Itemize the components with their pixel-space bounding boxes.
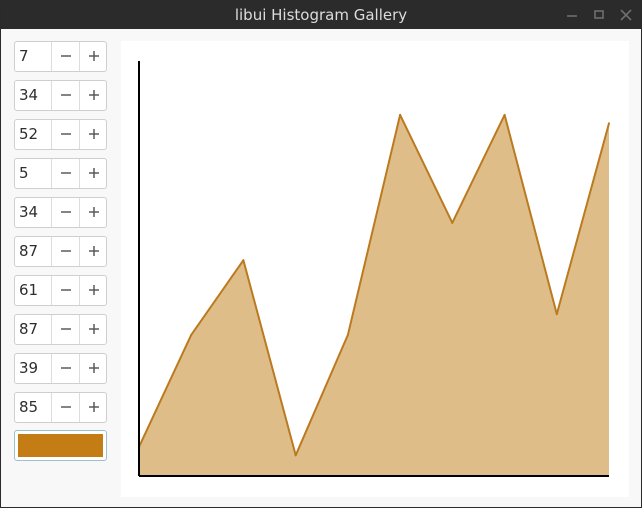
spinbox-value[interactable]: 34 <box>15 198 51 227</box>
minus-icon <box>60 128 72 140</box>
decrement-button[interactable] <box>51 120 79 149</box>
plus-icon <box>88 50 100 62</box>
minus-icon <box>60 89 72 101</box>
maximize-icon <box>591 7 607 23</box>
decrement-button[interactable] <box>51 81 79 110</box>
window-content: 7 34 52 5 34 87 61 87 39 85 <box>1 29 641 507</box>
minus-icon <box>60 206 72 218</box>
plus-icon <box>88 362 100 374</box>
close-icon <box>618 7 634 23</box>
plus-icon <box>88 89 100 101</box>
plus-icon <box>88 284 100 296</box>
spinbox-value[interactable]: 61 <box>15 276 51 305</box>
decrement-button[interactable] <box>51 159 79 188</box>
spinbox-4[interactable]: 5 <box>14 158 107 189</box>
data-point-3[interactable] <box>239 256 247 264</box>
data-point-9[interactable] <box>553 310 561 318</box>
minus-icon <box>60 401 72 413</box>
spinbox-5[interactable]: 34 <box>14 197 107 228</box>
plus-icon <box>88 245 100 257</box>
plus-icon <box>88 323 100 335</box>
spinbox-value[interactable]: 52 <box>15 120 51 149</box>
plus-icon <box>88 167 100 179</box>
spinbox-1[interactable]: 7 <box>14 41 107 72</box>
spinbox-value[interactable]: 5 <box>15 159 51 188</box>
spinbox-8[interactable]: 87 <box>14 314 107 345</box>
data-point-7[interactable] <box>448 219 456 227</box>
spinbox-value[interactable]: 87 <box>15 315 51 344</box>
spinbox-3[interactable]: 52 <box>14 119 107 150</box>
minimize-button[interactable] <box>564 7 580 23</box>
minus-icon <box>60 245 72 257</box>
plus-icon <box>88 206 100 218</box>
plus-icon <box>88 128 100 140</box>
increment-button[interactable] <box>79 81 107 110</box>
minus-icon <box>60 167 72 179</box>
increment-button[interactable] <box>79 393 107 422</box>
data-point-6[interactable] <box>396 111 404 119</box>
title-bar[interactable]: libui Histogram Gallery <box>1 1 641 29</box>
minus-icon <box>60 362 72 374</box>
color-button[interactable] <box>14 430 107 461</box>
spinbox-9[interactable]: 39 <box>14 353 107 384</box>
increment-button[interactable] <box>79 120 107 149</box>
increment-button[interactable] <box>79 276 107 305</box>
increment-button[interactable] <box>79 315 107 344</box>
data-point-8[interactable] <box>501 111 509 119</box>
data-point-4[interactable] <box>292 451 300 459</box>
minimize-icon <box>564 7 580 23</box>
minus-icon <box>60 284 72 296</box>
spinbox-7[interactable]: 61 <box>14 275 107 306</box>
window-title: libui Histogram Gallery <box>1 1 641 29</box>
close-button[interactable] <box>618 7 634 23</box>
decrement-button[interactable] <box>51 42 79 71</box>
data-point-2[interactable] <box>187 331 195 339</box>
spinbox-6[interactable]: 87 <box>14 236 107 267</box>
decrement-button[interactable] <box>51 354 79 383</box>
spinbox-value[interactable]: 34 <box>15 81 51 110</box>
data-point-5[interactable] <box>344 331 352 339</box>
spinbox-10[interactable]: 85 <box>14 392 107 423</box>
maximize-button[interactable] <box>591 7 607 23</box>
spinbox-2[interactable]: 34 <box>14 80 107 111</box>
increment-button[interactable] <box>79 42 107 71</box>
data-point-10[interactable] <box>605 119 613 127</box>
color-swatch <box>18 434 103 457</box>
increment-button[interactable] <box>79 198 107 227</box>
decrement-button[interactable] <box>51 276 79 305</box>
spinbox-value[interactable]: 7 <box>15 42 51 71</box>
spinbox-value[interactable]: 39 <box>15 354 51 383</box>
histogram-fill <box>139 115 609 476</box>
spinbox-value[interactable]: 87 <box>15 237 51 266</box>
decrement-button[interactable] <box>51 393 79 422</box>
decrement-button[interactable] <box>51 237 79 266</box>
spinbox-value[interactable]: 85 <box>15 393 51 422</box>
increment-button[interactable] <box>79 159 107 188</box>
minus-icon <box>60 50 72 62</box>
plus-icon <box>88 401 100 413</box>
increment-button[interactable] <box>79 354 107 383</box>
histogram-chart[interactable] <box>121 41 629 497</box>
minus-icon <box>60 323 72 335</box>
decrement-button[interactable] <box>51 198 79 227</box>
histogram-area[interactable] <box>121 41 629 497</box>
increment-button[interactable] <box>79 237 107 266</box>
decrement-button[interactable] <box>51 315 79 344</box>
